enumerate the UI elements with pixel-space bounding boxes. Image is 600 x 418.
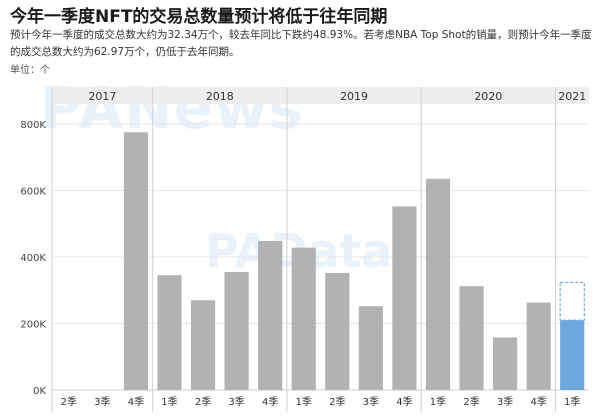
bar	[358, 306, 383, 390]
bar	[123, 132, 148, 390]
y-tick-label: 200K	[20, 319, 46, 330]
bar	[325, 272, 350, 390]
bar	[190, 300, 216, 390]
x-tick-label: 3季	[497, 396, 513, 408]
x-tick-label: 1季	[564, 396, 580, 408]
unit-label: 单位：个	[10, 65, 50, 76]
y-tick-label: 800K	[20, 120, 46, 131]
y-tick-label: 400K	[20, 253, 46, 264]
x-tick-label: 4季	[396, 396, 412, 408]
x-tick-label: 1季	[296, 396, 312, 408]
year-label: 2019	[340, 90, 368, 103]
bar	[560, 320, 585, 390]
bar	[291, 247, 316, 390]
bar	[425, 178, 451, 390]
x-tick-label: 2季	[463, 396, 479, 408]
bar	[258, 241, 283, 390]
year-header-band	[52, 87, 589, 104]
x-tick-label: 2季	[329, 396, 345, 408]
year-label: 2017	[88, 90, 116, 103]
bar	[224, 271, 249, 390]
chart-subtitle: 预计今年一季度的成交总数大约为32.34万个，较去年同比下跌约48.93%。若考…	[10, 29, 592, 58]
y-tick-label: 600K	[20, 186, 46, 197]
x-tick-label: 2季	[61, 396, 77, 408]
x-tick-label: 3季	[363, 396, 379, 408]
x-tick-label: 4季	[128, 396, 144, 408]
bar	[157, 275, 182, 390]
year-label: 2020	[474, 90, 502, 103]
x-tick-label: 2季	[195, 396, 211, 408]
x-tick-label: 4季	[530, 396, 546, 408]
projection-bar	[559, 281, 585, 321]
bar	[392, 206, 417, 390]
y-tick-label: 0K	[33, 386, 46, 397]
bar	[459, 286, 484, 390]
x-tick-label: 1季	[161, 396, 177, 408]
year-label: 2018	[206, 90, 234, 103]
x-tick-label: 1季	[430, 396, 446, 408]
year-label: 2021	[558, 90, 586, 103]
x-tick-label: 3季	[228, 396, 244, 408]
chart-title: 今年一季度NFT的交易总数量预计将低于往年同期	[10, 7, 388, 27]
x-tick-label: 4季	[262, 396, 278, 408]
x-tick-label: 3季	[94, 396, 110, 408]
bar	[526, 302, 551, 390]
bar	[493, 337, 518, 390]
